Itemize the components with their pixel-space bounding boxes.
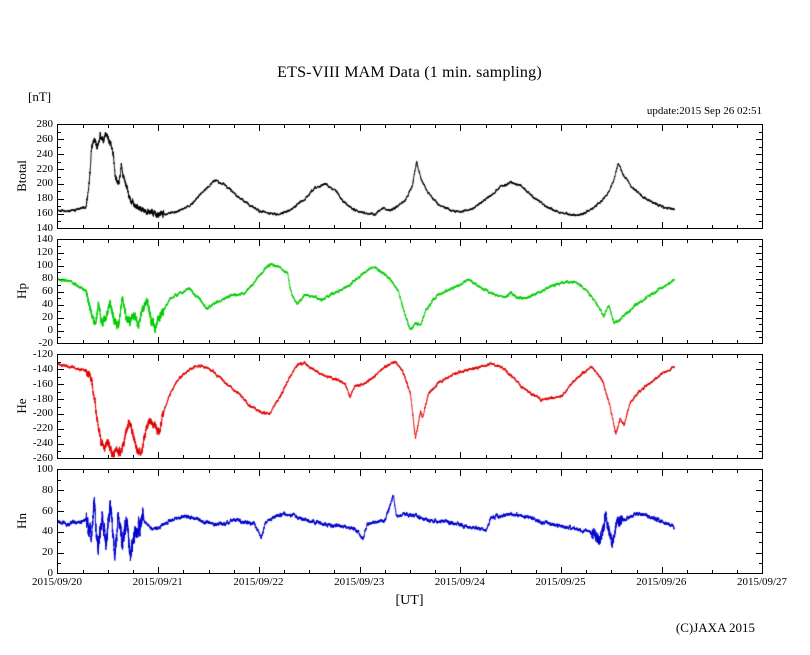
x-tick-label: 2015/09/23	[334, 576, 385, 588]
x-tick-label: 2015/09/27	[736, 576, 788, 588]
x-tick-label: 2015/09/26	[636, 576, 687, 588]
panel-Btotal	[57, 124, 763, 229]
y-tick-label: -240	[32, 437, 53, 450]
y-tick-label: 100	[36, 259, 54, 271]
trace-Hn	[58, 470, 763, 574]
panel-He	[57, 354, 763, 459]
y-tick-label: -120	[32, 348, 53, 360]
copyright-credit: (C)JAXA 2015	[675, 620, 755, 635]
y-tick-label: 40	[42, 525, 53, 538]
y-tick-label: -160	[32, 377, 53, 390]
y-tick-label: -140	[32, 362, 53, 375]
y-tick-label: 60	[42, 285, 53, 297]
y-tick-label: 20	[42, 546, 53, 559]
x-tick-label: 2015/09/24	[434, 576, 485, 588]
y-tick-label: -200	[32, 407, 53, 420]
y-tick-label: 180	[36, 192, 54, 205]
y-tick-label: -260	[32, 452, 53, 464]
y-tick-label: -180	[32, 392, 53, 405]
y-tick-label: 20	[42, 311, 53, 323]
y-tick-label: 100	[36, 463, 54, 475]
panel-Hp	[57, 239, 763, 344]
y-tick-label: 80	[42, 483, 53, 496]
chart-title: ETS-VIII MAM Data (1 min. sampling)	[277, 64, 542, 81]
y-tick-label: 60	[42, 504, 53, 517]
x-tick-label: 2015/09/25	[535, 576, 586, 588]
x-axis-title: [UT]	[395, 593, 424, 608]
y-tick-label: -220	[32, 422, 53, 435]
y-tick-label: 140	[36, 233, 54, 245]
y-tick-label: 260	[36, 132, 54, 145]
y-tick-label: 140	[36, 222, 54, 234]
trace-He	[58, 355, 763, 459]
y-tick-label: 220	[36, 162, 54, 175]
x-tick-label: 2015/09/22	[233, 576, 284, 588]
trace-Hp	[58, 240, 763, 344]
y-tick-label: 0	[47, 567, 54, 579]
y-tick-label: 280	[36, 118, 54, 130]
y-tick-label: 80	[42, 272, 53, 284]
y-tick-label: 160	[36, 207, 54, 220]
y-tick-label: 40	[42, 298, 53, 310]
y-tick-label: 240	[36, 147, 54, 160]
y-tick-label: 200	[36, 177, 54, 190]
panel-Hn	[57, 469, 763, 574]
update-timestamp: update:2015 Sep 26 02:51	[646, 105, 762, 117]
y-unit-label: [nT]	[28, 89, 52, 104]
trace-Btotal	[58, 125, 763, 229]
y-tick-label: 0	[47, 324, 54, 336]
y-tick-label: -20	[38, 337, 53, 349]
x-tick-label: 2015/09/21	[132, 576, 183, 588]
y-tick-label: 120	[36, 246, 54, 258]
x-tick-label: 2015/09/20	[31, 576, 83, 588]
